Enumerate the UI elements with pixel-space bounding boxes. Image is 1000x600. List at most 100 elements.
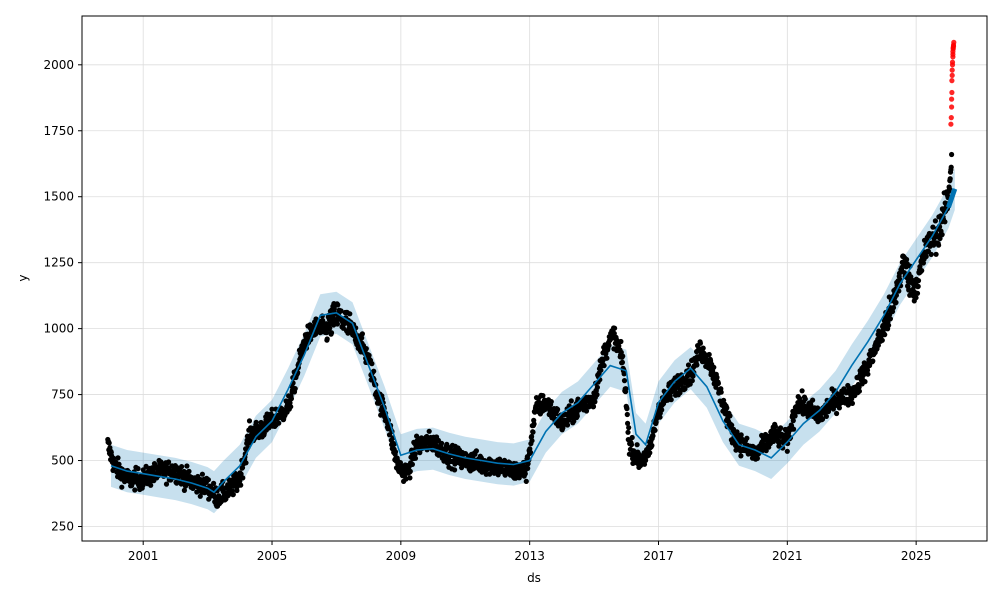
observed-point [923,253,929,260]
observed-point [190,485,196,491]
observed-point [890,305,897,311]
outlier-point [949,59,956,65]
observed-point [335,302,341,308]
observed-point [650,433,656,439]
observed-point [106,440,112,446]
observed-point [253,419,259,425]
observed-point [870,358,876,364]
observed-point [942,219,948,225]
observed-point [324,336,330,342]
observed-point [738,453,744,459]
forecast-line-layer [110,187,958,494]
observed-point [574,413,580,419]
observed-point [865,371,871,377]
observed-point [634,442,640,448]
plot-frame [81,15,988,542]
observed-point [706,351,712,358]
observed-point [623,386,629,392]
forecast-line [110,188,956,494]
observed-point [604,355,610,361]
observed-point [111,455,117,461]
observed-point [269,406,275,412]
observed-point [906,287,912,293]
observed-point [949,151,955,158]
observed-point [530,429,536,435]
observed-point [939,232,945,238]
observed-point [628,442,635,448]
observed-point [882,332,888,338]
observed-point [276,420,282,426]
observed-point [948,164,954,170]
x-tick-label: 2017 [643,549,674,563]
observed-point [163,481,170,487]
observed-point [181,487,187,493]
observed-point [407,468,413,474]
y-tick-label: 500 [51,454,74,468]
observed-point [527,449,534,455]
observed-point [473,448,479,454]
x-axis: 2001 2005 2009 2013 2017 2021 2025 [128,541,931,563]
observed-point [166,459,172,465]
observed-point [879,337,885,343]
outlier-point [949,72,955,78]
observed-point [338,308,344,314]
outlier-point [951,39,957,46]
observed-point [715,380,722,386]
observed-point [682,386,688,392]
observed-point [689,378,695,384]
observed-point [288,396,294,402]
observed-point [799,388,805,394]
observed-point [412,451,418,457]
observed-point [718,389,724,395]
observed-point [598,367,604,373]
observed-point [913,295,919,301]
x-tick-label: 2005 [257,549,288,563]
uncertainty-band-layer [111,167,955,514]
observed-point [864,367,871,373]
observed-point [594,392,600,398]
y-tick-label: 1250 [43,256,74,270]
observed-point [347,311,353,317]
observed-point [327,325,333,331]
observed-point [359,331,365,337]
observed-point [836,405,843,411]
observed-point [932,218,939,224]
observed-point [417,450,423,456]
observed-point [724,405,730,411]
observed-point [792,413,798,419]
x-axis-label: ds [527,571,541,585]
observed-point [334,321,340,327]
observed-point [685,362,692,368]
observed-point [729,422,735,428]
observed-point [564,422,571,428]
y-tick-label: 1000 [43,322,74,336]
observed-point [624,411,630,418]
observed-point [625,420,631,426]
observed-point [930,224,936,230]
observed-point [621,378,628,384]
observed-point [288,404,294,410]
outlier-point [949,104,955,110]
x-tick-label: 2001 [128,549,159,563]
observed-point [205,477,211,483]
observed-point [601,363,607,369]
observed-point [652,427,658,433]
observed-point [211,480,217,486]
observed-point [371,368,377,374]
observed-point [148,482,154,488]
observed-point [893,299,899,306]
observed-point [936,242,942,248]
observed-point [412,455,419,461]
y-tick-label: 1500 [43,190,74,204]
observed-point [426,428,432,434]
observed-point [197,493,203,499]
observed-point [657,414,663,420]
observed-point [711,364,717,370]
observed-point [590,403,597,410]
observed-point [625,429,631,435]
observed-point [754,455,761,461]
observed-point [403,476,409,482]
observed-point [452,467,458,473]
y-tick-label: 2000 [43,58,74,72]
